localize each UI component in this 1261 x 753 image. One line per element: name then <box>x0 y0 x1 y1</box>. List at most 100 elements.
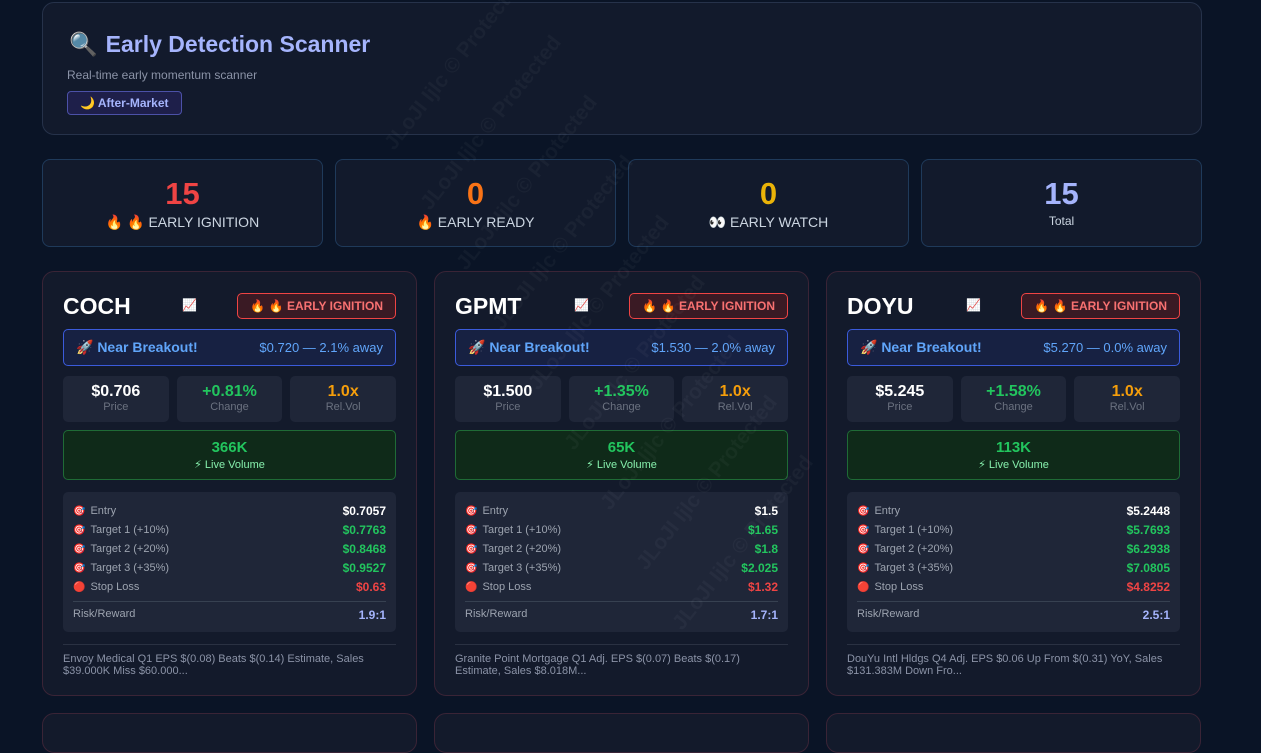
level-icon: 🎯 <box>857 524 870 536</box>
level-label: Entry <box>482 504 509 517</box>
card-header: DOYU 📈 🔥 🔥 EARLY IGNITION <box>847 292 1180 320</box>
level-row: 🎯 Entry $5.2448 <box>857 501 1170 520</box>
level-row: 🎯 Target 1 (+10%) $1.65 <box>465 520 778 539</box>
level-icon: 🔴 <box>465 581 478 593</box>
metric-box: $1.500 Price <box>455 376 561 422</box>
level-value: $6.2938 <box>1126 541 1170 556</box>
level-icon: 🔴 <box>857 581 870 593</box>
status-badge: 🔥 🔥 EARLY IGNITION <box>1021 293 1180 319</box>
risk-reward-row: Risk/Reward 1.7:1 <box>465 601 778 622</box>
level-value: $7.0805 <box>1126 560 1170 575</box>
level-icon: 🎯 <box>857 543 870 555</box>
card-header: GPMT 📈 🔥 🔥 EARLY IGNITION <box>455 292 788 320</box>
news-headline: Envoy Medical Q1 EPS $(0.08) Beats $(0.1… <box>63 644 396 677</box>
level-name: 🎯 Target 3 (+35%) <box>465 562 561 574</box>
level-label: Target 3 (+35%) <box>482 561 562 574</box>
next-card-stub <box>42 713 417 753</box>
level-value: $2.025 <box>741 560 778 575</box>
metric-value: +0.81% <box>202 383 257 400</box>
metric-value: $1.500 <box>483 383 533 400</box>
chart-icon: 📈 <box>182 298 197 312</box>
volume-value: 366K <box>211 439 248 456</box>
volume-value: 65K <box>607 439 636 456</box>
levels-box: 🎯 Entry $0.7057 🎯 Target 1 (+10%) $0.7763 🎯 Tar… <box>63 492 396 632</box>
metric-box: 1.0x Rel.Vol <box>682 376 788 422</box>
ticker: COCH <box>63 293 131 319</box>
breakout-label: 🚀 Near Breakout! <box>468 339 590 355</box>
stock-card: COCH 📈 🔥 🔥 EARLY IGNITION 🚀 Near Breakout! $… <box>42 271 417 696</box>
metric-value: $5.245 <box>875 383 925 400</box>
level-icon: 🎯 <box>465 505 478 517</box>
metric-label: Price <box>887 401 913 413</box>
level-value: $1.8 <box>754 541 778 556</box>
level-value: $0.9527 <box>342 560 386 575</box>
level-label: Target 3 (+35%) <box>874 561 954 574</box>
stat-label: 👀 EARLY WATCH <box>708 214 829 230</box>
metric-value: $0.706 <box>91 383 141 400</box>
level-row: 🎯 Target 1 (+10%) $0.7763 <box>73 520 386 539</box>
chart-icon: 📈 <box>574 298 589 312</box>
metric-label: Price <box>103 401 129 413</box>
metrics-row: $1.500 Price +1.35% Change 1.0x Rel.Vol <box>455 376 788 422</box>
level-row: 🎯 Entry $1.5 <box>465 501 778 520</box>
status-badge: 🔥 🔥 EARLY IGNITION <box>237 293 396 319</box>
level-name: 🎯 Target 1 (+10%) <box>465 524 561 536</box>
status-badge: 🔥 🔥 EARLY IGNITION <box>629 293 788 319</box>
level-row: 🔴 Stop Loss $0.63 <box>73 577 386 596</box>
metric-value: +1.35% <box>594 383 649 400</box>
metric-label: Change <box>994 401 1033 413</box>
level-name: 🎯 Target 3 (+35%) <box>857 562 953 574</box>
level-label: Entry <box>874 504 901 517</box>
level-row: 🎯 Entry $0.7057 <box>73 501 386 520</box>
ticker: GPMT <box>455 293 522 319</box>
risk-reward-label: Risk/Reward <box>857 608 920 620</box>
stat-value: 0 <box>759 176 778 211</box>
breakout-detail: $1.530 — 2.0% away <box>651 340 775 355</box>
volume-box: 366K ⚡ Live Volume <box>63 430 396 480</box>
header-title-row: 🔍 Early Detection Scanner <box>69 31 370 58</box>
metric-box: 1.0x Rel.Vol <box>1074 376 1180 422</box>
stat-box: 15 🔥 🔥 EARLY IGNITION <box>42 159 323 247</box>
level-value: $1.5 <box>754 503 778 518</box>
metric-value: 1.0x <box>1111 383 1143 400</box>
breakout-detail: $0.720 — 2.1% away <box>259 340 383 355</box>
level-value: $0.7057 <box>342 503 386 518</box>
level-icon: 🎯 <box>73 524 86 536</box>
level-icon: 🎯 <box>465 562 478 574</box>
stock-card: DOYU 📈 🔥 🔥 EARLY IGNITION 🚀 Near Breakout! $… <box>826 271 1201 696</box>
level-name: 🎯 Target 2 (+20%) <box>465 543 561 555</box>
level-icon: 🎯 <box>73 562 86 574</box>
level-icon: 🔴 <box>73 581 86 593</box>
metric-label: Change <box>602 401 641 413</box>
level-name: 🔴 Stop Loss <box>465 581 531 593</box>
risk-reward-value: 1.9:1 <box>358 608 386 622</box>
breakout-label: 🚀 Near Breakout! <box>76 339 198 355</box>
level-name: 🎯 Entry <box>465 505 508 517</box>
risk-reward-row: Risk/Reward 1.9:1 <box>73 601 386 622</box>
stat-label: 🔥 EARLY READY <box>416 214 535 230</box>
breakout-label: 🚀 Near Breakout! <box>860 339 982 355</box>
level-label: Target 1 (+10%) <box>90 523 170 536</box>
level-row: 🎯 Target 3 (+35%) $2.025 <box>465 558 778 577</box>
level-row: 🎯 Target 2 (+20%) $0.8468 <box>73 539 386 558</box>
header-subtitle: Real-time early momentum scanner <box>67 68 258 82</box>
volume-value: 113K <box>995 439 1032 456</box>
volume-label: ⚡ Live Volume <box>194 459 265 471</box>
level-row: 🎯 Target 2 (+20%) $6.2938 <box>857 539 1170 558</box>
level-name: 🎯 Target 3 (+35%) <box>73 562 169 574</box>
metric-value: 1.0x <box>719 383 751 400</box>
level-icon: 🎯 <box>857 562 870 574</box>
metric-box: +0.81% Change <box>176 376 283 422</box>
metric-box: $0.706 Price <box>63 376 169 422</box>
news-headline: DouYu Intl Hldgs Q4 Adj. EPS $0.06 Up Fr… <box>847 644 1180 677</box>
level-value: $1.65 <box>747 522 778 537</box>
metric-value: 1.0x <box>327 383 359 400</box>
level-label: Target 2 (+20%) <box>874 542 954 555</box>
metric-label: Rel.Vol <box>1109 401 1145 413</box>
level-row: 🎯 Target 3 (+35%) $7.0805 <box>857 558 1170 577</box>
breakout-detail: $5.270 — 0.0% away <box>1043 340 1167 355</box>
level-label: Target 2 (+20%) <box>90 542 170 555</box>
level-value: $5.7693 <box>1126 522 1170 537</box>
level-name: 🎯 Entry <box>73 505 116 517</box>
level-row: 🎯 Target 1 (+10%) $5.7693 <box>857 520 1170 539</box>
